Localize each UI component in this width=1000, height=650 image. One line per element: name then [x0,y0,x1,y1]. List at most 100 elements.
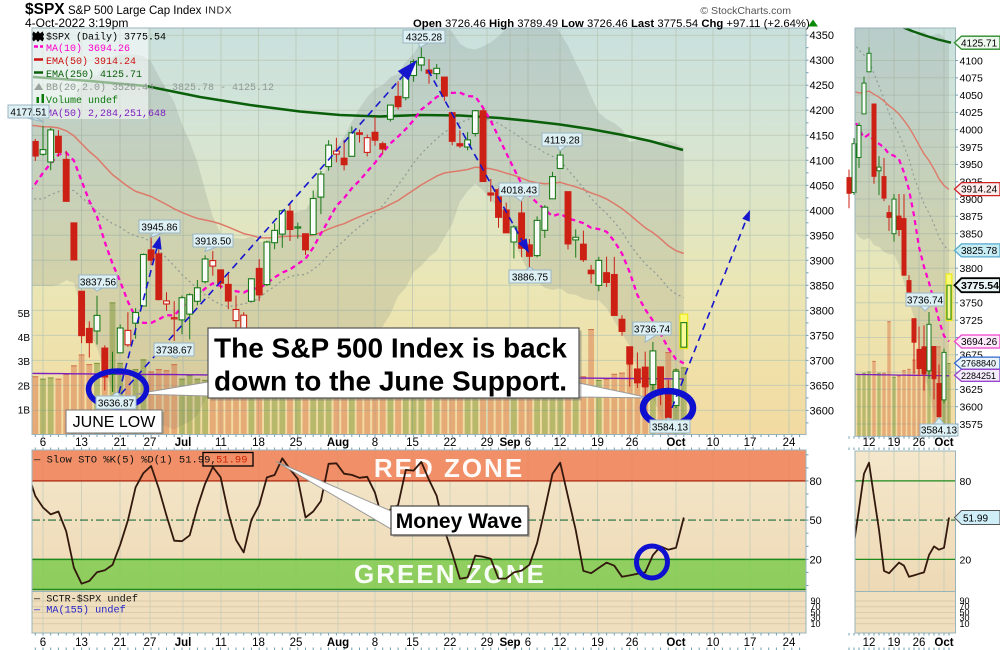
svg-text:JUNE LOW: JUNE LOW [73,414,157,431]
svg-text:17: 17 [744,637,757,649]
svg-text:17: 17 [744,437,757,449]
svg-text:Open 3726.46 High 3789.49 Low: Open 3726.46 High 3789.49 Low 3726.46 La… [413,18,810,30]
svg-text:3850: 3850 [960,228,984,240]
svg-text:25: 25 [290,637,303,649]
svg-text:INDX: INDX [205,5,232,17]
svg-text:70: 70 [811,602,821,612]
svg-text:50: 50 [810,515,822,527]
svg-text:22: 22 [444,437,457,449]
svg-text:50: 50 [811,607,821,617]
svg-text:11: 11 [215,637,227,649]
svg-text:3738.67: 3738.67 [156,346,193,357]
svg-text:3825.78: 3825.78 [961,246,998,257]
svg-text:3694.26: 3694.26 [961,337,998,348]
svg-text:18: 18 [252,437,265,449]
svg-text:4000: 4000 [960,125,984,137]
svg-text:10: 10 [707,637,720,649]
svg-text:4-Oct-2022 3:19pm: 4-Oct-2022 3:19pm [25,16,128,30]
svg-text:26: 26 [913,637,926,649]
svg-text:$SPX (Daily) 3775.54: $SPX (Daily) 3775.54 [46,32,166,44]
svg-text:3850: 3850 [810,280,834,292]
svg-text:4300: 4300 [810,55,834,67]
svg-text:25: 25 [290,437,303,449]
svg-text:20: 20 [960,554,972,566]
svg-text:© StockCharts.com: © StockCharts.com [700,5,791,17]
svg-text:4177.51: 4177.51 [10,108,47,119]
svg-text:Oct: Oct [666,637,685,649]
svg-text:90: 90 [811,596,821,606]
svg-text:70: 70 [960,602,970,612]
svg-text:3584.13: 3584.13 [652,423,689,434]
svg-text:EMA(250) 4125.71: EMA(250) 4125.71 [46,69,142,81]
svg-text:3636.87: 3636.87 [98,399,135,410]
svg-text:Jul: Jul [175,637,192,649]
svg-text:4018.43: 4018.43 [501,186,538,197]
svg-text:24: 24 [783,637,796,649]
svg-text:3886.75: 3886.75 [512,273,549,284]
svg-text:MA(10) 3694.26: MA(10) 3694.26 [46,43,130,55]
svg-text:EMA(50) 3914.24: EMA(50) 3914.24 [46,56,136,68]
svg-text:RED ZONE: RED ZONE [374,453,524,483]
svg-text:3918.50: 3918.50 [195,237,232,248]
svg-text:4100: 4100 [810,155,834,167]
svg-text:3600: 3600 [810,405,834,417]
svg-text:51.99: 51.99 [963,513,988,524]
svg-text:$SPX: $SPX [25,1,65,18]
svg-text:3975: 3975 [960,142,984,154]
svg-text:13: 13 [75,637,88,649]
svg-text:3575: 3575 [960,419,984,431]
svg-text:18: 18 [252,637,265,649]
svg-text:— SCTR-$SPX undef: — SCTR-$SPX undef [33,594,138,606]
svg-text:3950: 3950 [810,230,834,242]
svg-text:Oct: Oct [934,437,953,449]
svg-text:2284251: 2284251 [961,371,996,381]
svg-text:26: 26 [626,437,639,449]
svg-text:Oct: Oct [934,637,953,649]
svg-text:3945.86: 3945.86 [141,223,178,234]
svg-text:19: 19 [888,437,901,449]
svg-text:1B: 1B [18,406,31,417]
svg-text:GREEN ZONE: GREEN ZONE [354,559,546,589]
svg-text:30: 30 [960,613,970,623]
svg-text:3650: 3650 [810,380,834,392]
svg-text:2768840: 2768840 [961,359,996,369]
svg-text:10: 10 [811,619,821,629]
svg-text:50: 50 [960,607,970,617]
svg-text:3750: 3750 [960,298,984,310]
svg-text:8: 8 [372,437,378,449]
svg-text:15: 15 [406,637,419,649]
svg-text:S&P 500 Large Cap Index: S&P 500 Large Cap Index [68,5,202,17]
svg-text:6: 6 [40,437,46,449]
svg-text:— MA(155) undef: — MA(155) undef [33,605,126,617]
svg-text:3625: 3625 [960,384,984,396]
svg-text:4050: 4050 [960,90,984,102]
svg-text:19: 19 [888,637,901,649]
svg-text:— Slow STO %K(5) %D(1) 51.99,: — Slow STO %K(5) %D(1) 51.99, [33,455,217,467]
svg-text:19: 19 [591,637,604,649]
svg-text:26: 26 [913,437,926,449]
svg-text:The S&P 500 Index is back: The S&P 500 Index is back [214,333,567,364]
svg-text:29: 29 [481,637,494,649]
svg-text:10: 10 [707,437,720,449]
svg-text:3875: 3875 [960,211,984,223]
svg-text:3775.54: 3775.54 [961,280,999,292]
svg-text:12: 12 [554,637,567,649]
svg-text:80: 80 [960,476,972,488]
svg-text:MA(50) 2,284,251,648: MA(50) 2,284,251,648 [46,108,166,120]
svg-text:4250: 4250 [810,80,834,92]
svg-text:Sep: Sep [499,437,520,449]
svg-text:BB(20,2.0) 3526.44 - 3825.78 -: BB(20,2.0) 3526.44 - 3825.78 - 4125.12 [46,82,274,94]
svg-text:13: 13 [75,437,88,449]
svg-text:3900: 3900 [960,194,984,206]
svg-text:3725: 3725 [960,315,984,327]
svg-text:4075: 4075 [960,73,984,85]
svg-text:26: 26 [626,637,639,649]
svg-text:4025: 4025 [960,107,984,119]
svg-text:Money Wave: Money Wave [396,510,522,533]
svg-text:21: 21 [114,637,127,649]
svg-text:10: 10 [960,619,970,629]
svg-text:Volume undef: Volume undef [46,95,118,107]
svg-text:Sep: Sep [499,637,520,649]
svg-text:27: 27 [144,437,157,449]
svg-text:8: 8 [372,637,378,649]
